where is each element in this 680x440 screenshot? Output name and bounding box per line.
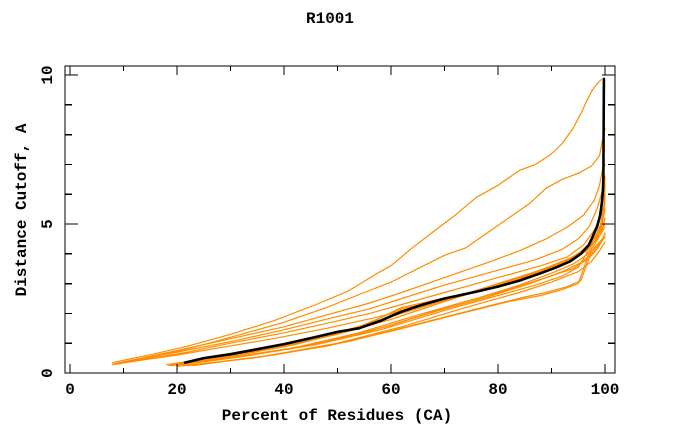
curve-model-04 [112, 178, 606, 365]
curve-model-02 [117, 128, 606, 365]
x-tick-label-80: 80 [488, 381, 507, 399]
x-tick-label-0: 0 [65, 381, 75, 399]
plot-border [64, 65, 616, 374]
curve-model-12 [168, 226, 606, 367]
curves-layer [112, 77, 606, 367]
chart-title: R1001 [306, 10, 354, 28]
y-tick-label-5: 5 [39, 219, 57, 229]
y-tick-label-10: 10 [39, 65, 57, 84]
curve-model-10 [181, 184, 606, 365]
x-tick-label-60: 60 [381, 381, 400, 399]
x-axis-label: Percent of Residues (CA) [222, 407, 452, 425]
curve-model-03 [114, 163, 606, 365]
curve-model-14 [181, 232, 606, 366]
curve-model-18 [171, 245, 590, 367]
x-tick-label-100: 100 [591, 381, 620, 399]
x-tick-label-40: 40 [274, 381, 293, 399]
curve-model-05 [122, 202, 606, 364]
curve-model-17 [176, 238, 603, 367]
y-tick-label-0: 0 [39, 368, 57, 378]
plot-frame-and-ticks [64, 65, 616, 374]
y-axis-label: Distance Cutoff, A [13, 123, 31, 296]
x-tick-label-20: 20 [167, 381, 186, 399]
curve-model-13 [176, 233, 606, 366]
curve-highlighted-model [183, 77, 606, 364]
curve-model-01 [112, 78, 602, 364]
tick-labels: 0 20 40 60 80 100 0 5 10 [39, 65, 619, 399]
